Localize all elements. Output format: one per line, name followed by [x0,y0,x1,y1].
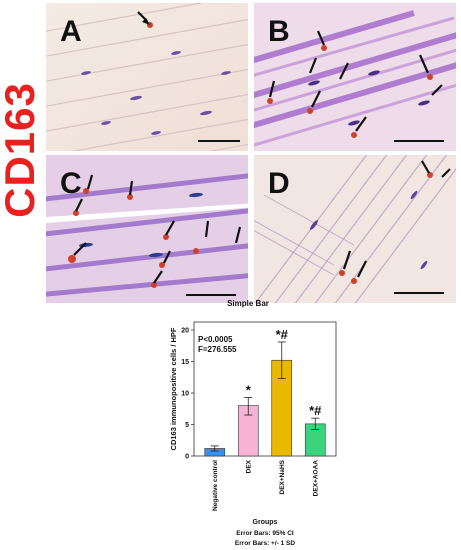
panel-c-label: C [60,167,82,200]
footnote: Error Bars: 95% CI [236,530,294,537]
footnote: Error Bars: +/- 1 SD [235,540,295,547]
micrograph-panel-d: D [254,155,456,303]
category-label: Negative control [212,460,219,511]
x-axis-label: Groups [253,519,278,526]
panel-d-label: D [268,167,290,200]
panel-a-label: A [60,15,82,48]
chart-title: Simple Bar [227,300,269,308]
micrograph-d-image [254,155,456,303]
y-tick-label: 20 [181,328,189,335]
micrograph-a-image [46,3,248,151]
marker-label: CD163 [0,82,43,218]
significance-marker: *# [276,327,289,342]
category-label: DEX [245,459,252,473]
micrograph-panel-b: B [254,3,456,151]
micrograph-panel-a: A [46,3,248,151]
y-tick-label: 0 [185,454,189,461]
panel-b-label: B [268,15,290,48]
category-label: DEX+AOAA [312,460,319,497]
marker-label-text: CD163 [0,82,43,218]
y-tick-label: 15 [181,359,189,366]
significance-marker: * [246,382,252,397]
bar-chart: Simple Bar 0 5 10 15 20 CD163 immunopositive c… [148,300,348,548]
y-tick-label: 10 [181,391,189,398]
plot-frame [193,321,337,457]
significance-marker: *# [309,403,322,418]
y-axis-label: CD163 immunopositive cells / HPF [169,327,178,450]
micrograph-panel-c: C [46,155,248,303]
y-tick-label: 5 [185,422,189,429]
micrograph-b-image [254,3,456,151]
stat-f-value: F=276.555 [198,345,237,354]
stat-p-value: P<0.0005 [198,335,233,344]
category-label: DEX+NaHS [279,459,286,494]
micrograph-c-image [46,155,248,303]
